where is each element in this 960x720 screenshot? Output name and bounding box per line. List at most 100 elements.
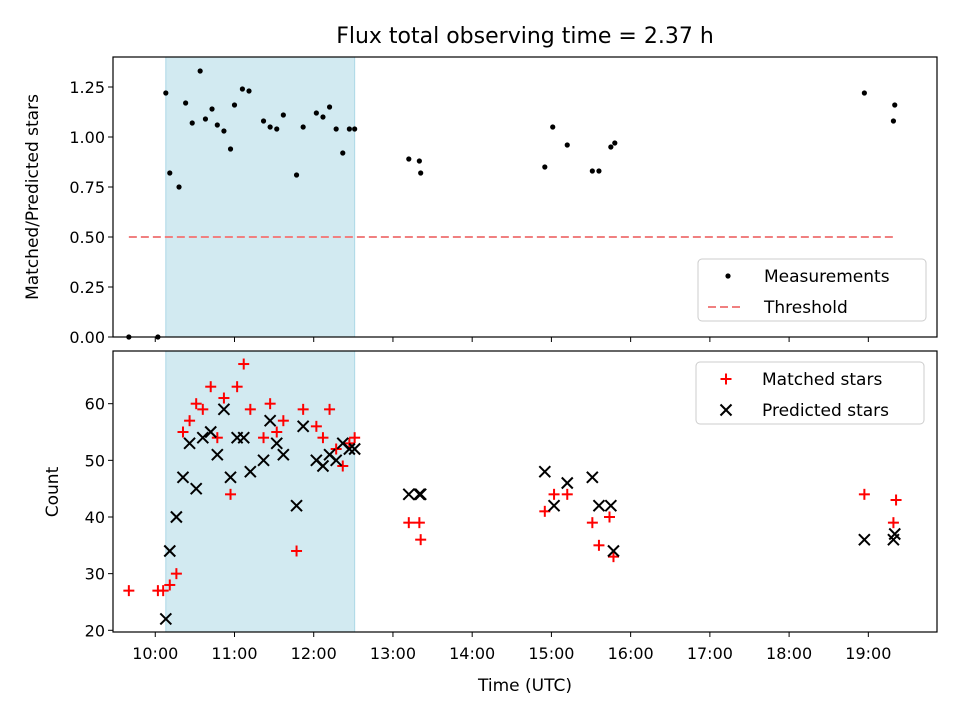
legend-x-swatch-b [719, 403, 733, 417]
matched-point [271, 426, 283, 438]
legend-label: Matched stars [762, 370, 882, 390]
predicted-point [607, 544, 620, 558]
predicted-point-b [183, 437, 196, 450]
measurement-point [589, 168, 595, 174]
matched-point [184, 415, 196, 427]
predicted-point [561, 476, 574, 490]
legend-label: Predicted stars [762, 401, 889, 421]
measurement-point [892, 102, 898, 108]
legend-x-swatch [719, 403, 733, 417]
measurement-point [346, 126, 352, 132]
plot-frame [112, 56, 938, 338]
measurement-point [861, 90, 867, 96]
bottom-legend: Matched stars Predicted stars [695, 361, 925, 425]
measurement-point [189, 120, 195, 126]
predicted-point [263, 414, 277, 427]
predicted-point [189, 482, 203, 495]
measurement-point [418, 170, 424, 176]
plot-frame [112, 350, 938, 633]
legend-dot-swatch [725, 273, 731, 279]
predicted-point-b [323, 448, 336, 461]
matched-point [604, 511, 616, 523]
predicted-point [224, 471, 237, 484]
matched-point [231, 381, 243, 393]
matched-point [607, 551, 619, 563]
predicted-point [183, 437, 196, 450]
x-tick-label: 19:00 [845, 644, 891, 663]
matched-point [337, 460, 349, 472]
y-tick-label: 20 [85, 621, 105, 640]
measurement-point [333, 126, 339, 132]
matched-point [297, 403, 309, 415]
predicted-point [290, 499, 303, 512]
matched-point [593, 539, 605, 551]
legend-label: Threshold [763, 298, 848, 318]
predicted-point [604, 499, 618, 512]
y-tick-label: 0.75 [69, 178, 105, 197]
y-tick-label: 0.50 [69, 228, 105, 247]
matched-point [330, 443, 342, 455]
predicted-point-b [176, 471, 190, 484]
predicted-point [343, 442, 356, 456]
top-panel: 0.00 0.25 0.50 0.75 1.00 1.25 Matched/Predict… [23, 56, 938, 347]
matched-point [238, 358, 250, 370]
predicted-point [329, 454, 343, 467]
highlight-span [165, 350, 356, 633]
matched-point [218, 392, 230, 404]
predicted-point-b [888, 527, 901, 541]
measurement-point [167, 170, 173, 176]
x-tick-label: 11:00 [211, 644, 257, 663]
predicted-point-b [402, 488, 416, 501]
measurement-point [214, 122, 220, 128]
measurement-point [267, 124, 273, 130]
predicted-point-b [263, 414, 277, 427]
measurement-point [176, 184, 182, 190]
x-axis-label: Time (UTC) [477, 676, 572, 696]
matched-point [413, 517, 425, 529]
x-tick-label: 15:00 [528, 644, 574, 663]
predicted-point-b [189, 482, 203, 495]
matched-point [887, 517, 899, 529]
matched-point [317, 432, 329, 444]
matched-point [170, 568, 182, 580]
y-tick-label: 0.00 [69, 328, 105, 347]
matched-point [324, 403, 336, 415]
matched-point [177, 426, 189, 438]
x-tick-label: 14:00 [449, 644, 495, 663]
predicted-point [159, 612, 173, 626]
matched-point [205, 381, 217, 393]
x-tick-label: 16:00 [608, 644, 654, 663]
bottom-y-axis-label: Count [43, 466, 63, 517]
measurement-point [340, 150, 346, 156]
matched-point [586, 517, 598, 529]
predicted-point-b [296, 420, 310, 433]
predicted-point-b [204, 425, 217, 439]
predicted-point [414, 488, 427, 501]
predicted-point-b [348, 442, 361, 456]
predicted-point [237, 431, 250, 444]
matched-point [211, 432, 223, 444]
measurement-point [320, 114, 326, 120]
measurement-point [406, 156, 412, 162]
measurement-point [221, 128, 227, 134]
matched-point [858, 488, 870, 500]
matched-point [264, 398, 276, 410]
top-y-axis-label: Matched/Predicted stars [23, 94, 43, 300]
measurement-point [209, 106, 215, 112]
matched-point [123, 585, 135, 597]
x-tick-label: 10:00 [132, 644, 178, 663]
measurement-point [239, 86, 246, 92]
predicted-point-b [244, 465, 257, 478]
y-tick-label: 0.25 [69, 278, 105, 297]
bottom-data-layer [123, 358, 902, 626]
y-tick-label: 1.25 [69, 78, 105, 97]
measurement-point [183, 100, 189, 106]
matched-point [258, 432, 270, 444]
predicted-point [257, 454, 270, 467]
figure-title: Flux total observing time = 2.37 h [336, 24, 714, 49]
predicted-point [888, 527, 901, 541]
predicted-point [211, 448, 224, 461]
predicted-point [858, 533, 871, 546]
matched-point [349, 432, 361, 444]
measurement-point [542, 164, 548, 170]
